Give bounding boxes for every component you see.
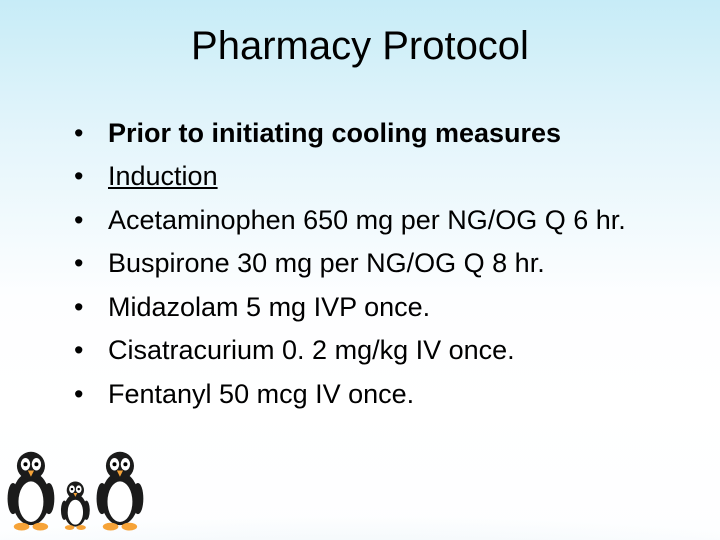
bullet-text: Prior to initiating cooling measures [108, 118, 561, 148]
slide: Pharmacy Protocol Prior to initiating co… [0, 0, 720, 540]
bullet-text: Fentanyl 50 mcg IV once. [108, 379, 414, 409]
bullet-text: Buspirone 30 mg per NG/OG Q 8 hr. [108, 248, 545, 278]
penguin-icon [60, 476, 91, 534]
bullet-item: Buspirone 30 mg per NG/OG Q 8 hr. [74, 245, 680, 281]
bullet-list: Prior to initiating cooling measures Indu… [40, 115, 680, 412]
penguin-group-icon [6, 446, 145, 534]
bullet-text: Cisatracurium 0. 2 mg/kg IV once. [108, 335, 515, 365]
bullet-item: Acetaminophen 650 mg per NG/OG Q 6 hr. [74, 202, 680, 238]
bullet-item: Cisatracurium 0. 2 mg/kg IV once. [74, 332, 680, 368]
bullet-item: Induction [74, 158, 680, 194]
bullet-text: Induction [108, 161, 218, 191]
bullet-text: Midazolam 5 mg IVP once. [108, 292, 430, 322]
bullet-item: Midazolam 5 mg IVP once. [74, 289, 680, 325]
bullet-item: Prior to initiating cooling measures [74, 115, 680, 151]
bullet-text: Acetaminophen 650 mg per NG/OG Q 6 hr. [108, 205, 626, 235]
bullet-item: Fentanyl 50 mcg IV once. [74, 376, 680, 412]
penguin-icon [95, 446, 145, 534]
penguin-icon [6, 446, 56, 534]
slide-title: Pharmacy Protocol [40, 24, 680, 69]
